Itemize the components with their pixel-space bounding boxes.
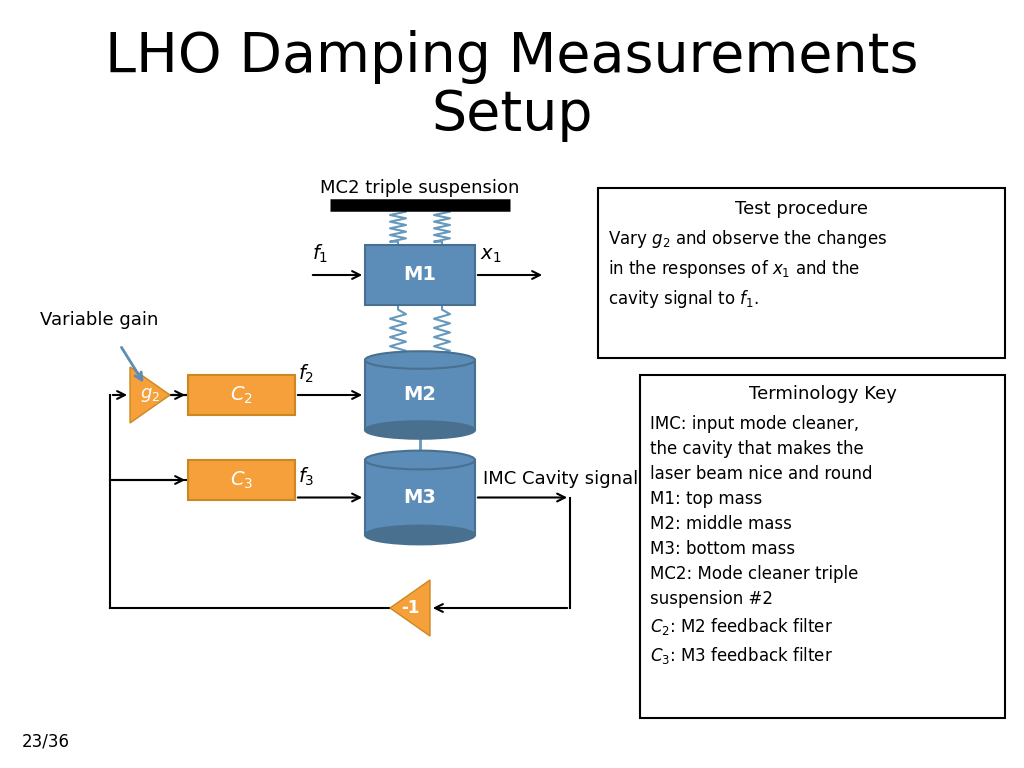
Ellipse shape bbox=[365, 351, 475, 369]
Text: MC2 triple suspension: MC2 triple suspension bbox=[321, 179, 520, 197]
Text: IMC: input mode cleaner,
the cavity that makes the
laser beam nice and round
M1:: IMC: input mode cleaner, the cavity that… bbox=[650, 415, 872, 666]
Text: $f_2$: $f_2$ bbox=[298, 362, 314, 385]
Text: Variable gain: Variable gain bbox=[40, 311, 159, 329]
Text: IMC Cavity signal: IMC Cavity signal bbox=[483, 469, 638, 488]
Text: $f_3$: $f_3$ bbox=[298, 465, 314, 488]
Text: M2: M2 bbox=[403, 386, 436, 405]
Text: $C_2$: $C_2$ bbox=[230, 384, 253, 406]
Text: Vary $g_2$ and observe the changes
in the responses of $x_1$ and the
cavity sign: Vary $g_2$ and observe the changes in th… bbox=[608, 228, 887, 310]
Text: $f_1$: $f_1$ bbox=[312, 243, 329, 265]
Polygon shape bbox=[130, 367, 170, 423]
Text: Terminology Key: Terminology Key bbox=[749, 385, 896, 403]
Text: LHO Damping Measurements
Setup: LHO Damping Measurements Setup bbox=[105, 30, 919, 142]
FancyBboxPatch shape bbox=[640, 375, 1005, 718]
Text: M1: M1 bbox=[403, 266, 436, 284]
FancyBboxPatch shape bbox=[365, 360, 475, 430]
FancyBboxPatch shape bbox=[598, 188, 1005, 358]
Ellipse shape bbox=[365, 525, 475, 545]
Ellipse shape bbox=[365, 422, 475, 439]
Text: $x_1$: $x_1$ bbox=[480, 246, 502, 265]
Text: 23/36: 23/36 bbox=[22, 732, 70, 750]
Text: M3: M3 bbox=[403, 488, 436, 507]
FancyBboxPatch shape bbox=[188, 460, 295, 500]
Polygon shape bbox=[390, 580, 430, 636]
Text: -1: -1 bbox=[400, 599, 419, 617]
Text: $g_2$: $g_2$ bbox=[140, 386, 160, 404]
Text: Test procedure: Test procedure bbox=[735, 200, 868, 218]
Ellipse shape bbox=[365, 451, 475, 469]
FancyBboxPatch shape bbox=[188, 375, 295, 415]
Text: $C_3$: $C_3$ bbox=[230, 469, 253, 491]
FancyBboxPatch shape bbox=[365, 245, 475, 305]
FancyBboxPatch shape bbox=[365, 460, 475, 535]
